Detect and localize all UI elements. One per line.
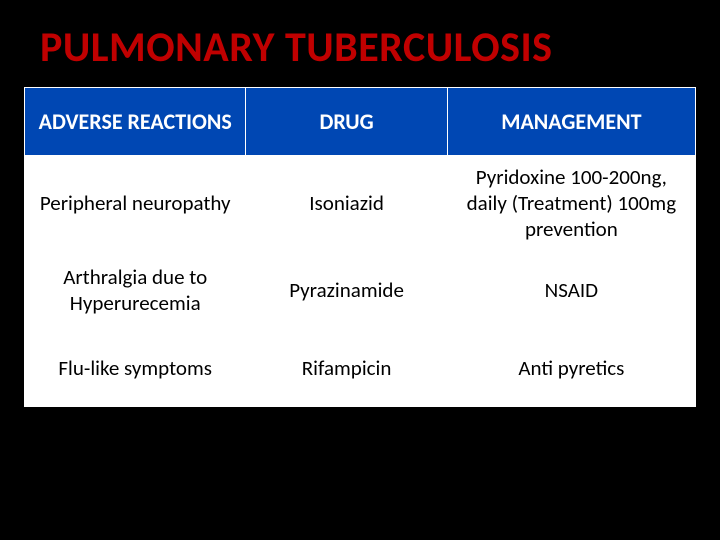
- cell-drug: Pyrazinamide: [246, 251, 447, 329]
- cell-reaction: Flu-like symptoms: [25, 329, 246, 407]
- cell-drug: Isoniazid: [246, 156, 447, 251]
- table-header-row: ADVERSE REACTIONS DRUG MANAGEMENT: [25, 88, 696, 156]
- header-management: MANAGEMENT: [447, 88, 695, 156]
- table-row: Flu-like symptoms Rifampicin Anti pyreti…: [25, 329, 696, 407]
- cell-drug: Rifampicin: [246, 329, 447, 407]
- adverse-reactions-table: ADVERSE REACTIONS DRUG MANAGEMENT Periph…: [24, 87, 696, 407]
- header-adverse-reactions: ADVERSE REACTIONS: [25, 88, 246, 156]
- cell-management: NSAID: [447, 251, 695, 329]
- cell-reaction: Arthralgia due to Hyperurecemia: [25, 251, 246, 329]
- cell-management: Anti pyretics: [447, 329, 695, 407]
- table-row: Arthralgia due to Hyperurecemia Pyrazina…: [25, 251, 696, 329]
- slide-title: PULMONARY TUBERCULOSIS: [40, 22, 696, 73]
- cell-reaction: Peripheral neuropathy: [25, 156, 246, 251]
- cell-management: Pyridoxine 100-200ng, daily (Treatment) …: [447, 156, 695, 251]
- table-row: Peripheral neuropathy Isoniazid Pyridoxi…: [25, 156, 696, 251]
- header-drug: DRUG: [246, 88, 447, 156]
